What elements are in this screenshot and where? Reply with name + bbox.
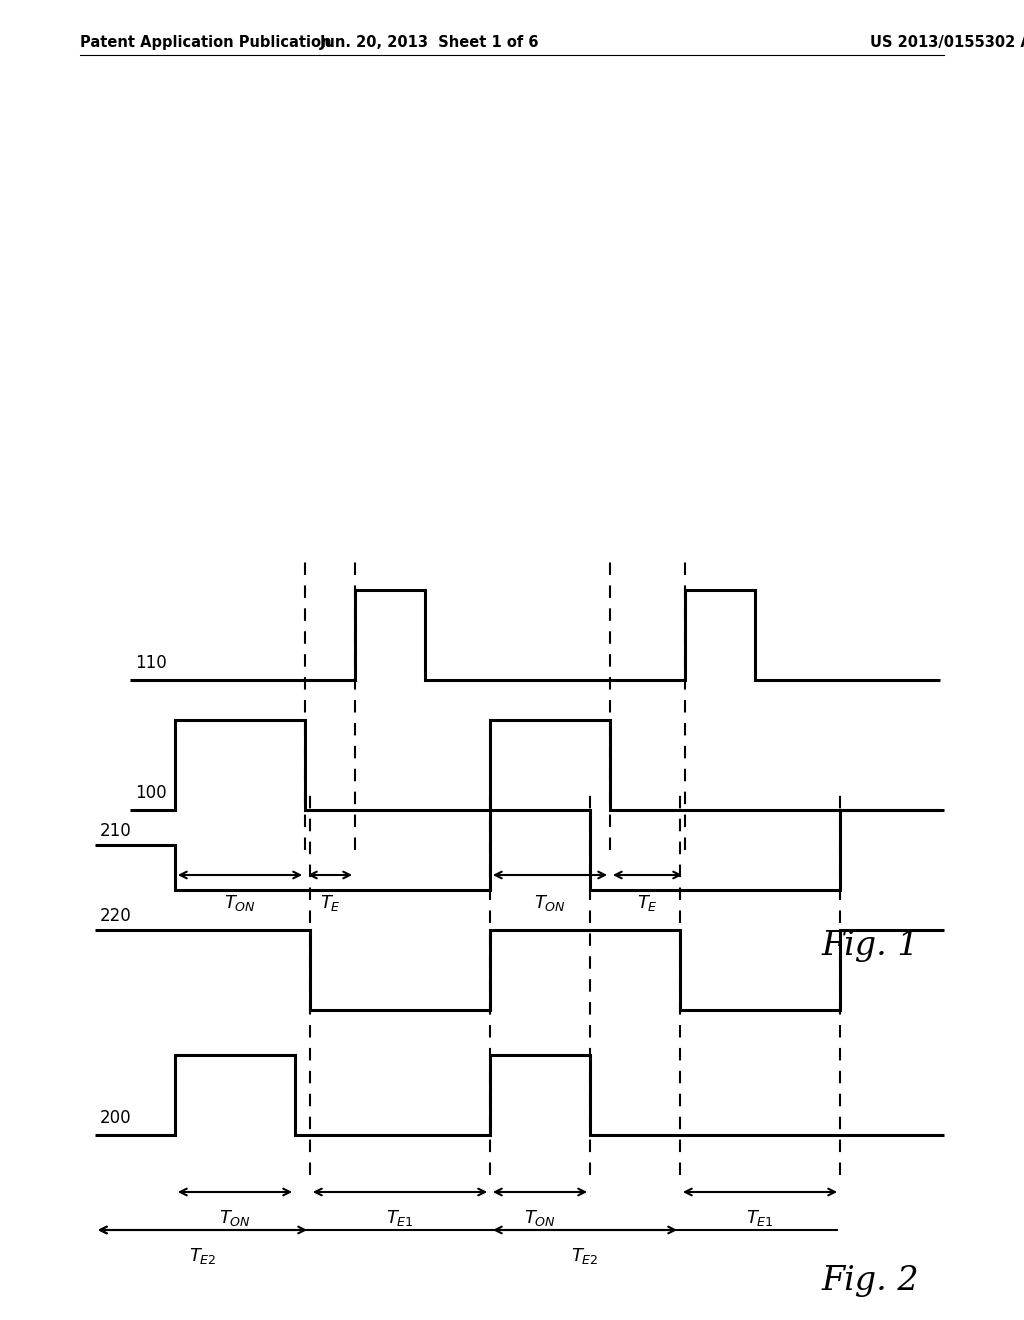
Text: Fig. 1: Fig. 1 <box>821 931 919 962</box>
Text: Patent Application Publication: Patent Application Publication <box>80 36 332 50</box>
Text: $T_{E2}$: $T_{E2}$ <box>188 1246 216 1266</box>
Text: $T_{ON}$: $T_{ON}$ <box>224 894 256 913</box>
Text: 210: 210 <box>100 822 132 840</box>
Text: US 2013/0155302 A1: US 2013/0155302 A1 <box>870 36 1024 50</box>
Text: 220: 220 <box>100 907 132 925</box>
Text: Fig. 2: Fig. 2 <box>821 1265 919 1298</box>
Text: $T_{ON}$: $T_{ON}$ <box>524 1208 556 1228</box>
Text: $T_{ON}$: $T_{ON}$ <box>219 1208 251 1228</box>
Text: $T_E$: $T_E$ <box>319 894 340 913</box>
Text: 200: 200 <box>100 1109 132 1127</box>
Text: $T_{ON}$: $T_{ON}$ <box>534 894 566 913</box>
Text: $T_{E1}$: $T_{E1}$ <box>746 1208 774 1228</box>
Text: 110: 110 <box>135 653 167 672</box>
Text: 100: 100 <box>135 784 167 803</box>
Text: $T_E$: $T_E$ <box>637 894 658 913</box>
Text: $T_{E1}$: $T_{E1}$ <box>386 1208 414 1228</box>
Text: Jun. 20, 2013  Sheet 1 of 6: Jun. 20, 2013 Sheet 1 of 6 <box>321 36 540 50</box>
Text: $T_{E2}$: $T_{E2}$ <box>571 1246 599 1266</box>
